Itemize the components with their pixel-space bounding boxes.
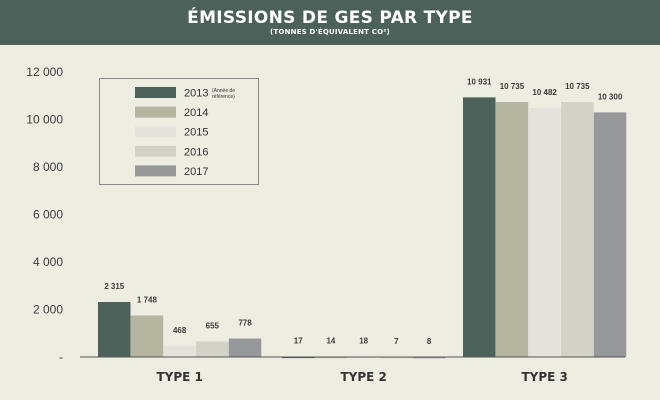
legend-label-2015: 2015: [184, 127, 208, 139]
data-label: 10 300: [598, 92, 623, 101]
bar-2017-2: [593, 112, 627, 357]
data-label: 655: [206, 321, 220, 330]
data-label: 1 748: [137, 295, 158, 304]
legend-swatch-2013: [135, 87, 176, 98]
data-label: 10 735: [565, 82, 590, 91]
data-label: 778: [238, 319, 252, 328]
data-label: 10 931: [467, 77, 492, 86]
legend-swatch-2017: [135, 165, 176, 177]
bar-2013-2: [463, 97, 496, 358]
data-label: 2 315: [104, 282, 125, 291]
data-label: 468: [173, 326, 187, 335]
bar-2017-1: [412, 356, 446, 359]
y-tick-label: -: [59, 350, 63, 364]
bar-2013-0: [98, 302, 131, 357]
y-tick-label: 6 000: [33, 208, 63, 222]
data-label: 7: [394, 337, 399, 346]
y-tick-label: 12 000: [26, 65, 63, 79]
legend-swatch-2014: [135, 106, 176, 118]
data-label: 10 482: [532, 88, 557, 97]
legend-note: (Année de référence): [212, 88, 235, 100]
legend-swatch-2016: [135, 145, 176, 157]
legend-box: [99, 78, 259, 185]
legend-swatch-2015: [135, 126, 176, 138]
data-label: 17: [294, 337, 303, 346]
legend-label-2017: 2017: [184, 166, 208, 178]
y-tick-label: 8 000: [33, 160, 63, 174]
category-label: TYPE 3: [521, 370, 567, 384]
category-label: TYPE 2: [340, 370, 386, 384]
legend-label-2013: 2013: [184, 88, 208, 100]
chart-title: ÉMISSIONS DE GES PAR TYPE: [187, 8, 473, 28]
category-label: TYPE 1: [156, 370, 202, 384]
bar-2017-0: [228, 338, 262, 357]
bar-2016-2: [561, 102, 594, 357]
bar-2014-2: [495, 102, 529, 357]
bar-2015-0: [163, 345, 196, 357]
data-label: 8: [427, 337, 432, 346]
chart-header: ÉMISSIONS DE GES PAR TYPE (TONNES D'ÉQUI…: [0, 0, 660, 45]
data-label: 10 735: [500, 82, 525, 91]
bar-2016-0: [196, 341, 229, 357]
y-tick-label: 4 000: [33, 255, 63, 269]
y-tick-label: 2 000: [33, 303, 63, 317]
bar-2016-1: [380, 356, 413, 359]
legend-label-2016: 2016: [184, 146, 208, 158]
bar-2015-2: [528, 108, 561, 358]
legend-label-2014: 2014: [184, 107, 208, 119]
data-label: 14: [326, 337, 335, 346]
y-tick-label: 10 000: [26, 113, 63, 127]
bar-2014-0: [130, 315, 164, 357]
data-label: 18: [359, 337, 368, 346]
chart-subtitle: (TONNES D'ÉQUIVALENT CO²): [270, 28, 390, 36]
